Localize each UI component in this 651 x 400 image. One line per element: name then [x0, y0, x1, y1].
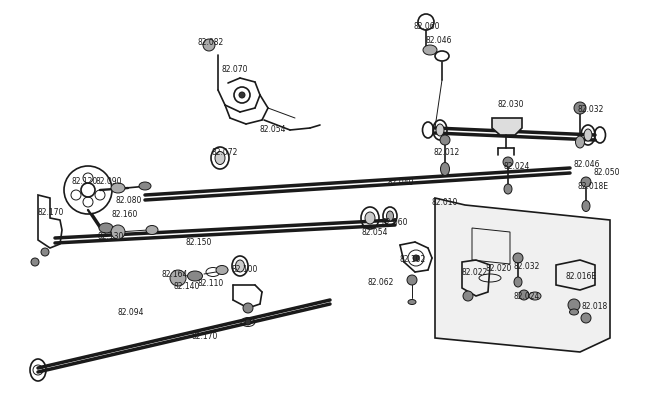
Ellipse shape — [387, 211, 393, 221]
Text: 82.018E: 82.018E — [578, 182, 609, 191]
Circle shape — [581, 313, 591, 323]
Text: 82.164: 82.164 — [162, 270, 188, 279]
Ellipse shape — [436, 124, 444, 136]
Ellipse shape — [236, 260, 245, 272]
Ellipse shape — [215, 152, 225, 164]
Circle shape — [111, 225, 125, 239]
Circle shape — [568, 299, 580, 311]
Text: 82.016E: 82.016E — [565, 272, 596, 281]
Text: 82.102: 82.102 — [400, 255, 426, 264]
Text: 82.072: 82.072 — [212, 148, 238, 157]
Ellipse shape — [99, 223, 113, 233]
Ellipse shape — [423, 45, 437, 55]
Text: 82.054: 82.054 — [260, 125, 286, 134]
Circle shape — [41, 248, 49, 256]
Circle shape — [581, 177, 591, 187]
Ellipse shape — [529, 292, 541, 300]
Circle shape — [407, 275, 417, 285]
Circle shape — [503, 157, 513, 167]
Text: 82.094: 82.094 — [118, 308, 145, 317]
Circle shape — [170, 270, 186, 286]
Text: 82.150: 82.150 — [186, 238, 212, 247]
Circle shape — [243, 303, 253, 313]
Text: 82.100: 82.100 — [232, 265, 258, 274]
Text: 82.054: 82.054 — [362, 228, 389, 237]
Circle shape — [245, 319, 251, 325]
Circle shape — [513, 253, 523, 263]
Ellipse shape — [408, 300, 416, 304]
Text: 82.010: 82.010 — [432, 198, 458, 207]
Circle shape — [519, 290, 529, 300]
Ellipse shape — [441, 162, 449, 176]
Text: 82.024: 82.024 — [503, 162, 529, 171]
Ellipse shape — [111, 183, 125, 193]
Text: 82.120: 82.120 — [71, 177, 97, 186]
Ellipse shape — [139, 182, 151, 190]
Text: 82.070: 82.070 — [222, 65, 249, 74]
Text: 82.170: 82.170 — [38, 208, 64, 217]
Ellipse shape — [514, 277, 522, 287]
Text: 82.040: 82.040 — [388, 178, 415, 187]
Circle shape — [203, 39, 215, 51]
Text: 82.090: 82.090 — [96, 177, 122, 186]
Text: 82.032: 82.032 — [577, 105, 603, 114]
Ellipse shape — [504, 184, 512, 194]
Text: 82.130: 82.130 — [98, 232, 124, 241]
Circle shape — [239, 92, 245, 98]
Text: 82.022: 82.022 — [462, 268, 488, 277]
Text: 82.050: 82.050 — [594, 168, 620, 177]
Text: 82.060: 82.060 — [382, 218, 408, 227]
Ellipse shape — [365, 212, 375, 224]
Text: 82.062: 82.062 — [368, 278, 395, 287]
Ellipse shape — [216, 266, 228, 274]
Ellipse shape — [570, 309, 579, 315]
Text: 82.082: 82.082 — [198, 38, 224, 47]
Circle shape — [413, 255, 419, 261]
Ellipse shape — [575, 136, 585, 148]
Text: 82.140: 82.140 — [174, 282, 201, 291]
Text: 82.160: 82.160 — [112, 210, 139, 219]
Text: 82.020: 82.020 — [486, 264, 512, 273]
Text: 82.080: 82.080 — [116, 196, 143, 205]
Ellipse shape — [584, 129, 592, 141]
Polygon shape — [435, 198, 610, 352]
Circle shape — [31, 258, 39, 266]
Text: 82.024: 82.024 — [514, 292, 540, 301]
Ellipse shape — [582, 200, 590, 212]
Text: 82.046: 82.046 — [573, 160, 600, 169]
Text: 82.046: 82.046 — [425, 36, 452, 45]
Text: 82.030: 82.030 — [497, 100, 523, 109]
Ellipse shape — [146, 226, 158, 234]
Ellipse shape — [187, 271, 202, 281]
Polygon shape — [492, 118, 522, 135]
Text: 82.060: 82.060 — [413, 22, 439, 31]
Text: 82.110: 82.110 — [198, 279, 224, 288]
Circle shape — [440, 135, 450, 145]
Text: 82.018: 82.018 — [581, 302, 607, 311]
Text: 82.032: 82.032 — [514, 262, 540, 271]
Circle shape — [463, 291, 473, 301]
Text: 82.170: 82.170 — [192, 332, 218, 341]
Circle shape — [574, 102, 586, 114]
Text: 82.012: 82.012 — [433, 148, 459, 157]
